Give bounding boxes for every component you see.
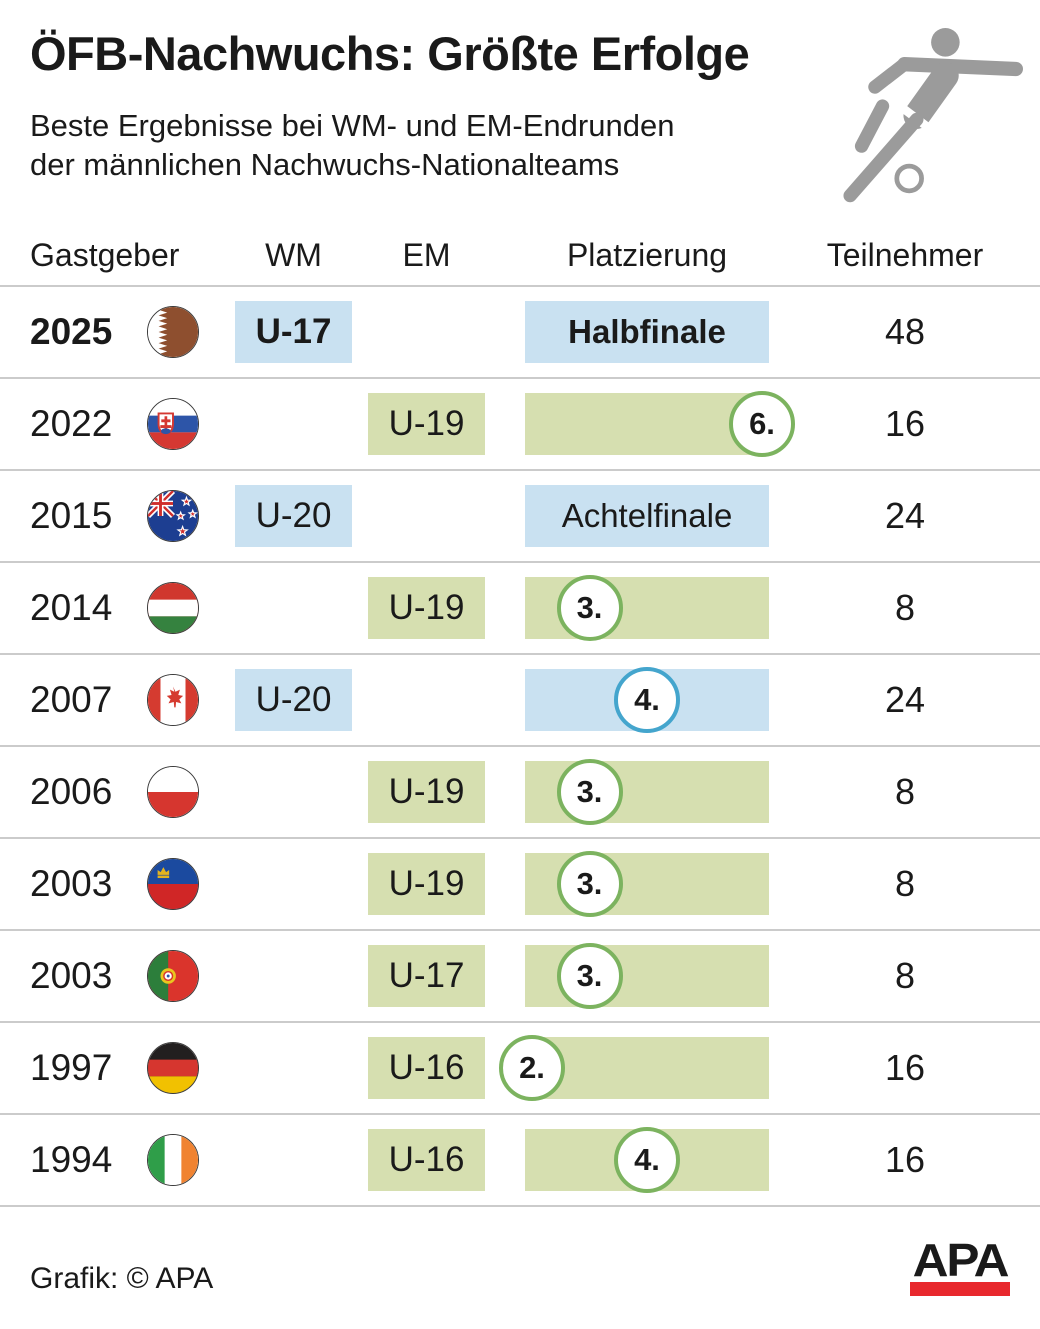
apa-logo-red-bar [910,1282,1010,1296]
col-header-gastgeber: Gastgeber [30,237,180,273]
year-label: 1994 [30,1139,113,1180]
table-row: 2025 U-17 Halbfinale 48 [0,287,1040,379]
year-label: 2006 [30,771,113,812]
wm-age-badge: U-17 [235,301,352,363]
em-age-badge: U-16 [368,1037,485,1099]
year-label: 2014 [30,587,113,628]
table-row: 2015 U-20 Achtelfinale 24 [0,471,1040,563]
col-header-em: EM [402,237,451,273]
flag-hungary-icon [147,582,199,634]
participants-value: 16 [884,1139,926,1180]
placement-bar [525,393,769,455]
apa-logo-text: APA [912,1234,1010,1286]
participants-value: 8 [894,587,916,628]
year-label: 2003 [30,955,113,996]
em-age-badge: U-19 [368,577,485,639]
placement-circle: 3. [556,851,623,917]
placement-circle: 3. [556,575,623,641]
col-header-wm: WM [265,237,322,273]
placement-circle: 6. [729,391,795,457]
table-body: 2025 U-17 Halbfinale 48 2022 U-19 6. 16 2015 U-20… [0,287,1040,1207]
subtitle-line-2: der männlichen Nachwuchs-Nationalteams [30,147,620,182]
flag-poland-icon [147,766,199,818]
table-row: 1994 U-16 4. 16 [0,1115,1040,1207]
placement-label: Achtelfinale [525,485,769,547]
participants-value: 8 [894,863,916,904]
table-header: Gastgeber WM EM Platzierung Teilnehmer [0,225,1040,287]
year-label: 2007 [30,679,113,720]
participants-value: 8 [894,955,916,996]
placement-cell: 3. [525,943,769,1009]
year-label: 2015 [30,495,113,536]
placement-circle: 4. [614,1127,680,1193]
table-row: 1997 U-16 2. 16 [0,1023,1040,1115]
placement-bar [525,1037,769,1099]
em-age-badge: U-17 [368,945,485,1007]
subtitle-line-1: Beste Ergebnisse bei WM- und EM-Endrunde… [30,108,675,143]
em-age-badge: U-19 [368,853,485,915]
year-label: 2025 [30,311,113,352]
placement-circle: 4. [614,667,680,733]
placement-circle: 3. [556,759,623,825]
year-label: 2003 [30,863,113,904]
page-title: ÖFB-Nachwuchs: Größte Erfolge [30,27,750,80]
flag-canada-icon [147,674,199,726]
table-row: 2022 U-19 6. 16 [0,379,1040,471]
participants-value: 24 [884,495,926,536]
col-header-platzierung: Platzierung [566,237,728,273]
flag-new-zealand-icon [147,490,199,542]
apa-logo: APA [908,1237,1012,1296]
placement-cell: 4. [525,667,769,733]
table-row: 2006 U-19 3. 8 [0,747,1040,839]
participants-value: 48 [884,311,926,352]
credit-text: Grafik: © APA [30,1262,214,1295]
placement-label: Halbfinale [525,301,769,363]
page-subtitle: Beste Ergebnisse bei WM- und EM-Endrunde… [30,106,674,184]
flag-ireland-icon [147,1134,199,1186]
placement-cell: 3. [525,575,769,641]
em-age-badge: U-19 [368,761,485,823]
placement-circle: 3. [556,943,623,1009]
participants-value: 16 [884,1047,926,1088]
participants-value: 24 [884,679,926,720]
col-header-teilnehmer: Teilnehmer [826,237,984,273]
flag-portugal-icon [147,950,199,1002]
placement-cell: Achtelfinale [525,485,769,547]
table-row: 2014 U-19 3. 8 [0,563,1040,655]
flag-slovakia-icon [147,398,199,450]
placement-cell: 4. [525,1127,769,1193]
participants-value: 16 [884,403,926,444]
participants-value: 8 [894,771,916,812]
flag-germany-icon [147,1042,199,1094]
placement-cell: 3. [525,851,769,917]
flag-qatar-icon [147,306,199,358]
em-age-badge: U-16 [368,1129,485,1191]
soccer-player-icon [843,28,1023,203]
wm-age-badge: U-20 [235,485,352,547]
placement-cell: 2. [499,1035,769,1101]
year-label: 2022 [30,403,113,444]
em-age-badge: U-19 [368,393,485,455]
table-row: 2003 U-17 3. 8 [0,931,1040,1023]
wm-age-badge: U-20 [235,669,352,731]
table-row: 2003 U-19 3. 8 [0,839,1040,931]
placement-cell: 3. [525,759,769,825]
placement-circle: 2. [499,1035,565,1101]
flag-liechtenstein-icon [147,858,199,910]
table-row: 2007 U-20 4. 24 [0,655,1040,747]
placement-cell: Halbfinale [525,301,769,363]
placement-cell: 6. [525,391,795,457]
year-label: 1997 [30,1047,113,1088]
